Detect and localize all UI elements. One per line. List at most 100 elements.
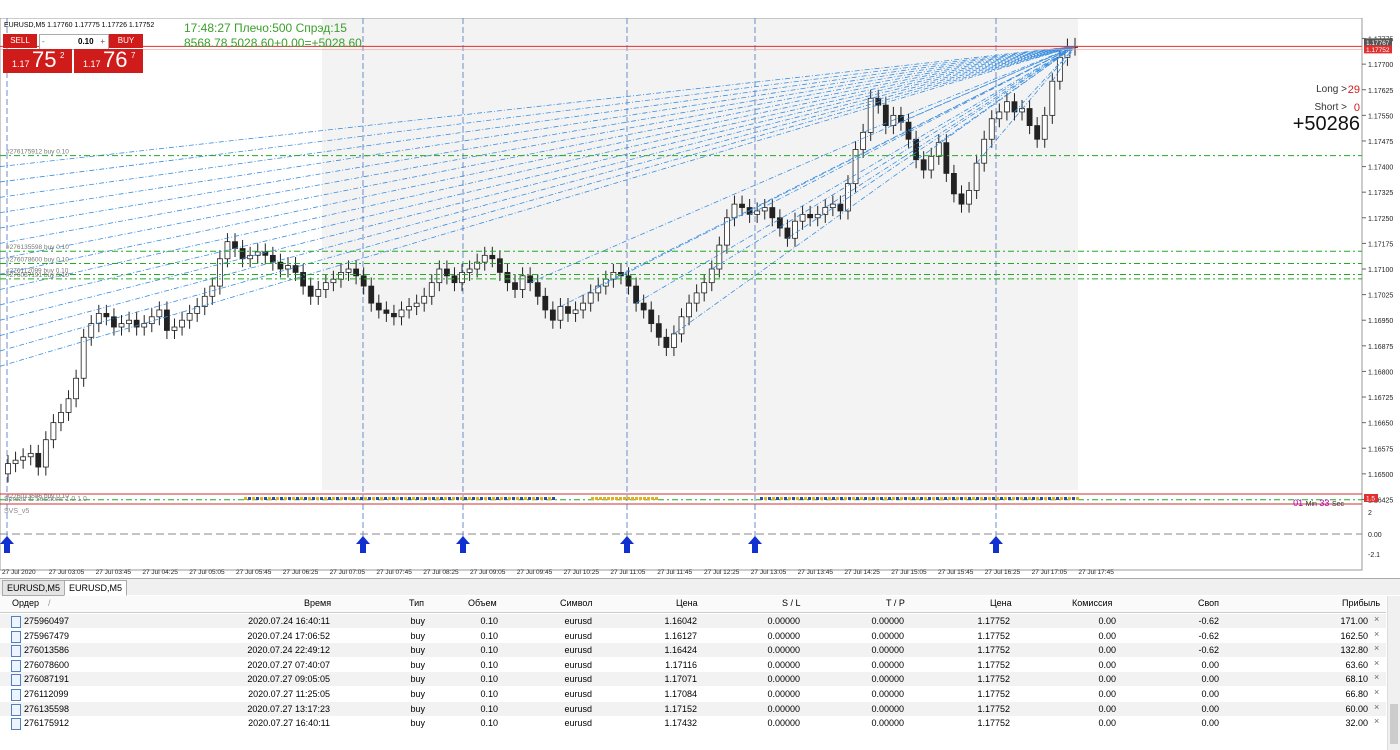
candle-body[interactable] — [398, 309, 405, 318]
close-order-icon[interactable]: × — [1374, 628, 1380, 639]
table-row[interactable]: 276175912 2020.07.27 16:40:11 buy 0.10 eurus… — [0, 716, 1386, 731]
candle-body[interactable] — [247, 254, 254, 260]
col-volume[interactable]: Объем — [468, 598, 497, 608]
candle-body[interactable] — [1049, 80, 1056, 116]
candle-body[interactable] — [935, 142, 942, 157]
table-row[interactable]: 275960497 2020.07.24 16:40:11 buy 0.10 eurus… — [0, 614, 1386, 628]
candle-body[interactable] — [413, 302, 420, 307]
candle-body[interactable] — [126, 319, 132, 325]
candle-body[interactable] — [625, 275, 632, 287]
candle-body[interactable] — [671, 333, 677, 348]
table-row[interactable]: 276112099 2020.07.27 11:25:05 buy 0.10 eurus… — [0, 687, 1386, 701]
candle-body[interactable] — [164, 309, 170, 331]
col-swap[interactable]: Своп — [1198, 598, 1220, 608]
candle-body[interactable] — [1041, 114, 1048, 140]
candle-body[interactable] — [739, 203, 745, 208]
candle-body[interactable] — [951, 172, 957, 195]
lot-decrease-button[interactable]: - — [42, 37, 45, 46]
close-order-icon[interactable]: × — [1374, 687, 1380, 697]
close-order-icon[interactable]: × — [1374, 672, 1380, 683]
candle-body[interactable] — [322, 282, 329, 290]
candle-body[interactable] — [5, 463, 11, 475]
candle-body[interactable] — [141, 323, 148, 328]
candle-body[interactable] — [549, 309, 556, 321]
candle-body[interactable] — [708, 268, 715, 284]
candle-body[interactable] — [512, 282, 518, 290]
col-sl[interactable]: S / L — [782, 598, 801, 608]
candle-body[interactable] — [406, 306, 412, 311]
candle-body[interactable] — [587, 292, 594, 304]
candle-body[interactable] — [12, 459, 19, 465]
candle-body[interactable] — [882, 104, 889, 127]
candle-body[interactable] — [852, 149, 859, 185]
candle-body[interactable] — [391, 312, 397, 318]
candle-body[interactable] — [534, 282, 541, 297]
candle-body[interactable] — [459, 272, 465, 284]
candle-body[interactable] — [118, 323, 125, 328]
close-order-icon[interactable]: × — [1374, 614, 1380, 624]
lot-increase-button[interactable]: + — [100, 37, 105, 46]
candle-body[interactable] — [436, 268, 443, 284]
candle-body[interactable] — [792, 220, 798, 239]
table-row[interactable]: 276013586 2020.07.24 22:49:12 buy 0.10 eurus… — [0, 643, 1386, 658]
candle-body[interactable] — [383, 309, 390, 314]
ask-price-box[interactable]: 1.17 76 7 — [74, 47, 143, 73]
candle-body[interactable] — [988, 118, 995, 140]
candle-body[interactable] — [35, 452, 42, 468]
candle-body[interactable] — [814, 213, 821, 219]
candle-body[interactable] — [444, 268, 450, 277]
candle-body[interactable] — [88, 323, 95, 338]
candle-body[interactable] — [285, 265, 291, 270]
candle-body[interactable] — [928, 155, 935, 171]
table-row[interactable]: 276135598 2020.07.27 13:17:23 buy 0.10 eurus… — [0, 701, 1386, 716]
candle-body[interactable] — [375, 302, 382, 311]
candle-body[interactable] — [421, 295, 428, 304]
candle-body[interactable] — [1026, 108, 1033, 127]
candle-body[interactable] — [542, 295, 549, 311]
candle-body[interactable] — [1019, 108, 1025, 113]
candle-body[interactable] — [761, 207, 768, 212]
candle-body[interactable] — [958, 193, 965, 205]
candle-body[interactable] — [655, 323, 662, 338]
candle-body[interactable] — [20, 456, 27, 461]
candle-body[interactable] — [269, 254, 276, 263]
candle-body[interactable] — [610, 272, 617, 280]
candle-body[interactable] — [580, 302, 587, 311]
candle-body[interactable] — [1034, 125, 1041, 140]
col-time[interactable]: Время — [304, 598, 332, 608]
candle-body[interactable] — [50, 422, 57, 441]
candle-body[interactable] — [179, 319, 185, 328]
candle-body[interactable] — [65, 398, 72, 413]
candle-body[interactable] — [474, 261, 481, 270]
candle-body[interactable] — [360, 275, 367, 287]
candle-body[interactable] — [368, 285, 375, 304]
lot-value[interactable]: 0.10 — [78, 37, 94, 46]
close-order-icon[interactable]: × — [1374, 657, 1380, 668]
candle-body[interactable] — [489, 254, 496, 260]
candle-body[interactable] — [277, 261, 284, 270]
table-scrollbar[interactable] — [1387, 596, 1400, 750]
candle-body[interactable] — [194, 306, 201, 314]
candle-body[interactable] — [103, 312, 110, 318]
candle-body[interactable] — [428, 282, 435, 297]
candle-body[interactable] — [111, 316, 117, 328]
candle-body[interactable] — [973, 162, 980, 191]
tab-eurusd-m5-1[interactable]: EURUSD,M5 — [2, 580, 66, 596]
candle-body[interactable] — [837, 203, 844, 212]
col-commission[interactable]: Комиссия — [1072, 598, 1113, 608]
candle-body[interactable] — [292, 265, 299, 273]
candle-body[interactable] — [95, 312, 102, 325]
candle-body[interactable] — [996, 111, 1003, 120]
candle-body[interactable] — [133, 319, 140, 328]
candle-body[interactable] — [239, 248, 246, 260]
candle-body[interactable] — [905, 121, 912, 140]
candle-body[interactable] — [338, 272, 344, 280]
candle-body[interactable] — [776, 217, 783, 229]
candle-body[interactable] — [42, 439, 49, 468]
chart-area[interactable]: #276175912 buy 0.10 #276135598 buy 0.10 #2… — [0, 18, 1400, 578]
candle-body[interactable] — [504, 272, 511, 284]
close-order-icon[interactable]: × — [1374, 701, 1380, 712]
candle-body[interactable] — [330, 278, 337, 284]
candle-body[interactable] — [769, 207, 776, 219]
table-scrollbar-thumb[interactable] — [1390, 704, 1398, 744]
